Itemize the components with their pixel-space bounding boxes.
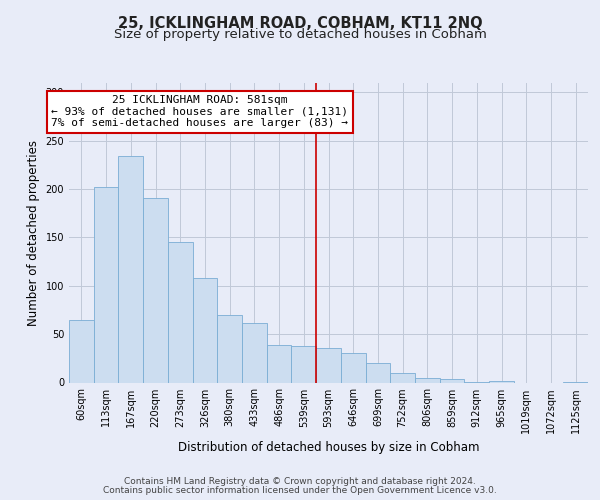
Bar bbox=[341, 354, 365, 382]
Bar bbox=[390, 373, 415, 382]
Text: 25, ICKLINGHAM ROAD, COBHAM, KT11 2NQ: 25, ICKLINGHAM ROAD, COBHAM, KT11 2NQ bbox=[118, 16, 482, 31]
Bar bbox=[316, 348, 341, 382]
Bar bbox=[118, 156, 143, 382]
Text: 25 ICKLINGHAM ROAD: 581sqm
← 93% of detached houses are smaller (1,131)
7% of se: 25 ICKLINGHAM ROAD: 581sqm ← 93% of deta… bbox=[52, 95, 349, 128]
Bar bbox=[242, 324, 267, 382]
Text: Contains HM Land Registry data © Crown copyright and database right 2024.: Contains HM Land Registry data © Crown c… bbox=[124, 477, 476, 486]
Text: Contains public sector information licensed under the Open Government Licence v3: Contains public sector information licen… bbox=[103, 486, 497, 495]
Bar bbox=[94, 187, 118, 382]
Bar bbox=[267, 345, 292, 383]
X-axis label: Distribution of detached houses by size in Cobham: Distribution of detached houses by size … bbox=[178, 441, 479, 454]
Bar bbox=[217, 315, 242, 382]
Bar bbox=[193, 278, 217, 382]
Text: Size of property relative to detached houses in Cobham: Size of property relative to detached ho… bbox=[113, 28, 487, 41]
Bar bbox=[143, 198, 168, 382]
Bar bbox=[365, 363, 390, 382]
Bar bbox=[489, 380, 514, 382]
Bar bbox=[292, 346, 316, 383]
Bar bbox=[168, 242, 193, 382]
Bar bbox=[440, 378, 464, 382]
Y-axis label: Number of detached properties: Number of detached properties bbox=[27, 140, 40, 326]
Bar bbox=[69, 320, 94, 382]
Bar bbox=[415, 378, 440, 382]
